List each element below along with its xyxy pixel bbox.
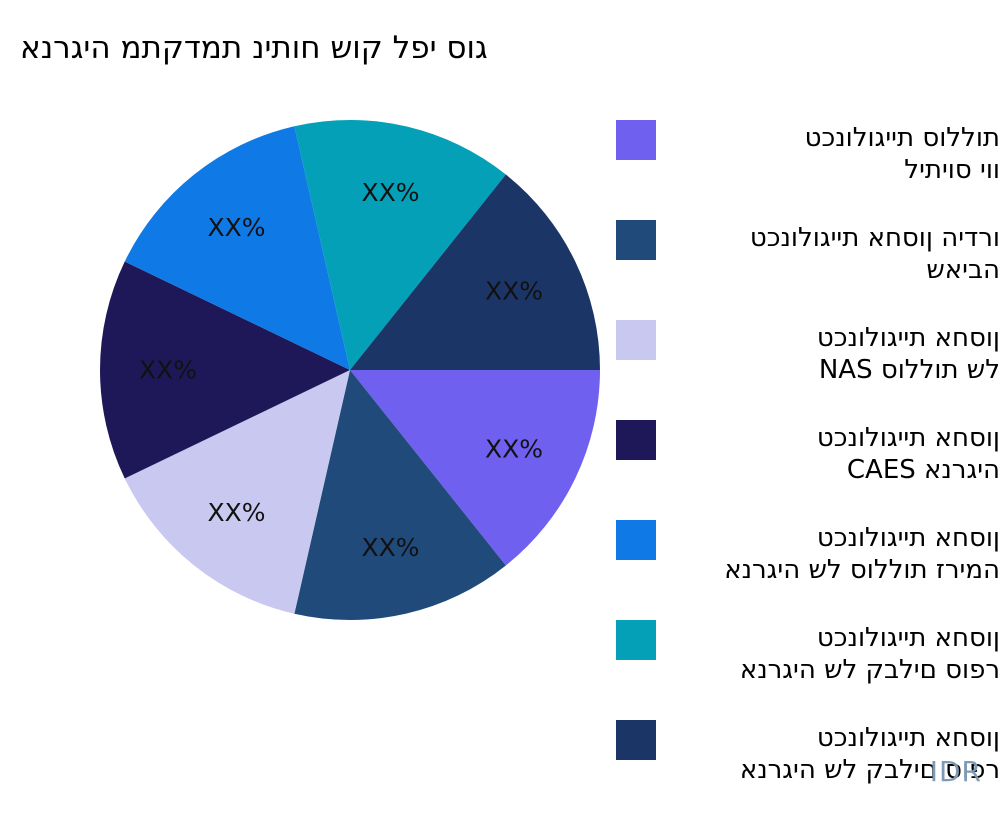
legend-swatch (616, 620, 656, 660)
legend-label: ןוסחא תייגולונכט רפוס םילבק לש היגרנא (739, 623, 1000, 685)
legend-swatch (616, 720, 656, 760)
legend-label: ןוסחא תייגולונכט רפוס םילבק לש היגרנא (739, 723, 1000, 785)
legend-swatch (616, 420, 656, 460)
pie-slice-3 (124, 370, 350, 614)
legend-item-6: ןוסחא תייגולונכט רפוס םילבק לש היגרנא (616, 620, 1000, 720)
slice-label-1: XX% (485, 434, 543, 463)
slice-label-3: XX% (208, 498, 266, 527)
pie-slice-4 (100, 261, 350, 479)
pie-slice-7 (350, 174, 600, 370)
legend-item-1: תוללוס תייגולונכט ווי סויתיל (616, 120, 1000, 220)
slice-label-6: XX% (361, 178, 419, 207)
slice-label-2: XX% (361, 533, 419, 562)
legend-swatch (616, 120, 656, 160)
slice-label-5: XX% (208, 213, 266, 242)
pie-slice-1 (350, 370, 600, 566)
legend-item-4: ןוסחא תייגולונכט היגרנא CAES (616, 420, 1000, 520)
legend-label: ןוסחא תייגולונכט לש תוללוס NAS (816, 323, 1000, 385)
legend-item-2: ורדיה ןוסחא תייגולונכט הביאש (616, 220, 1000, 320)
legend-item-7: ןוסחא תייגולונכט רפוס םילבק לש היגרנא (616, 720, 1000, 820)
legend-swatch (616, 320, 656, 360)
pie-chart: XX% XX% XX% XX% XX% XX% XX% (100, 120, 600, 620)
watermark: IDR (929, 755, 982, 788)
pie-slice-2 (294, 370, 506, 620)
pie-slice-6 (294, 120, 506, 370)
legend-item-5: ןוסחא תייגולונכט המירז תוללוס לש היגרנא (616, 520, 1000, 620)
legend-swatch (616, 520, 656, 560)
slice-label-4: XX% (139, 356, 197, 385)
legend-label: תוללוס תייגולונכט ווי סויתיל (804, 123, 1000, 185)
legend-swatch (616, 220, 656, 260)
slice-label-7: XX% (485, 277, 543, 306)
pie-slice-5 (124, 126, 350, 371)
legend-item-3: ןוסחא תייגולונכט לש תוללוס NAS (616, 320, 1000, 420)
legend: תוללוס תייגולונכט ווי סויתיל ורדיה ןוסחא ת… (616, 120, 1000, 820)
legend-label: ןוסחא תייגולונכט היגרנא CAES (816, 423, 1000, 485)
legend-label: ןוסחא תייגולונכט המירז תוללוס לש היגרנא (724, 523, 1000, 585)
chart-title: גוס יפל קוש חותינ תמדקתמ היגרנא (20, 30, 488, 66)
legend-label: ורדיה ןוסחא תייגולונכט הביאש (749, 223, 1000, 285)
